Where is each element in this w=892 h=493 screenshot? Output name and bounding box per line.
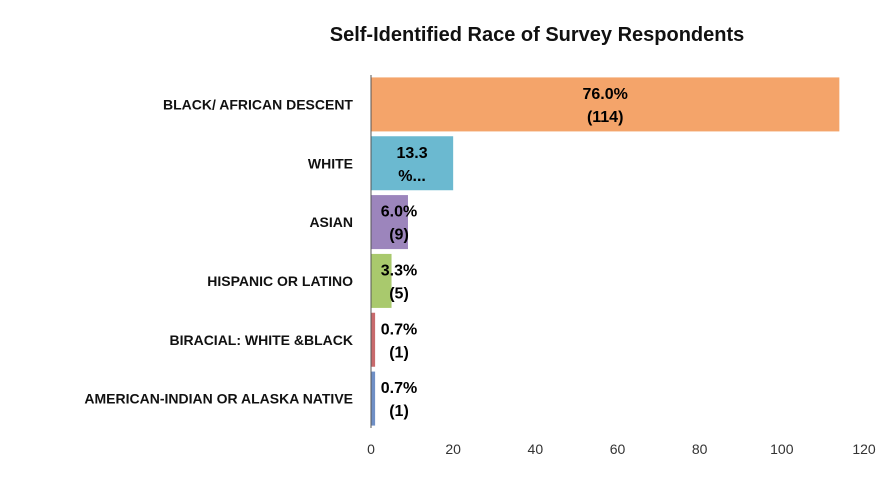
bars-layer xyxy=(371,77,840,426)
category-label: AMERICAN-INDIAN OR ALASKA NATIVE xyxy=(84,391,353,407)
data-label: (1) xyxy=(389,344,409,361)
data-label: 0.7% xyxy=(381,380,417,397)
data-label: 3.3% xyxy=(381,262,417,279)
x-tick-label: 100 xyxy=(770,441,794,457)
chart-title: Self-Identified Race of Survey Responden… xyxy=(330,24,745,46)
bar xyxy=(371,136,454,191)
category-label: ASIAN xyxy=(309,214,353,230)
data-label: 13.3 xyxy=(397,145,428,162)
category-labels: BLACK/ AFRICAN DESCENT WHITE ASIAN HISPANIC… xyxy=(84,96,353,406)
data-label: (1) xyxy=(389,403,409,420)
data-label: (114) xyxy=(587,109,623,126)
x-tick-label: 80 xyxy=(692,441,708,457)
category-label: BIRACIAL: WHITE &BLACK xyxy=(169,332,353,348)
bar xyxy=(371,371,376,426)
category-label: WHITE xyxy=(308,155,353,171)
bar xyxy=(371,312,376,367)
data-label: %... xyxy=(398,168,426,185)
data-label: 6.0% xyxy=(381,204,417,221)
x-tick-label: 60 xyxy=(610,441,626,457)
bar xyxy=(371,253,392,308)
x-axis: 0 20 40 60 80 100 120 xyxy=(367,75,876,457)
x-tick-label: 20 xyxy=(445,441,461,457)
category-label: BLACK/ AFRICAN DESCENT xyxy=(163,96,353,112)
data-label: 76.0% xyxy=(582,86,627,103)
x-tick-label: 0 xyxy=(367,441,375,457)
data-label: 0.7% xyxy=(381,321,417,338)
data-label: (5) xyxy=(389,285,409,302)
bar xyxy=(371,195,408,250)
x-tick-label: 40 xyxy=(528,441,544,457)
data-labels: 76.0% (114) 13.3%... 6.0% (9) 3.3% (5) 0.7% (1) 0… xyxy=(381,86,628,420)
data-label: (9) xyxy=(389,227,409,244)
category-label: HISPANIC OR LATINO xyxy=(207,273,353,289)
x-tick-label: 120 xyxy=(852,441,876,457)
bar xyxy=(371,77,840,132)
